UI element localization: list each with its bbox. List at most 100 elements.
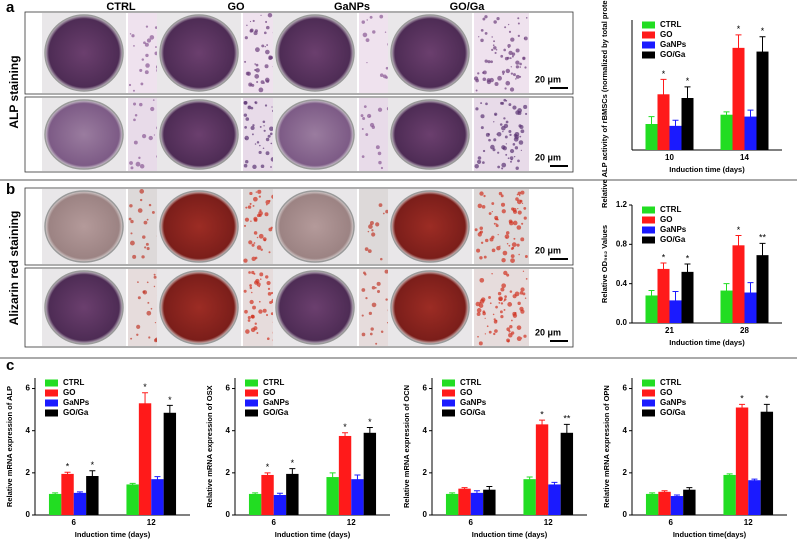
micrograph-texture xyxy=(139,198,143,202)
micrograph-texture xyxy=(497,151,500,154)
micrograph-texture xyxy=(524,297,527,300)
micrograph-texture xyxy=(254,256,258,260)
x-tick-label: 12 xyxy=(744,518,753,527)
micrograph-texture xyxy=(375,222,380,227)
error-bar xyxy=(684,263,691,281)
error-bar xyxy=(649,492,656,496)
micrograph-texture xyxy=(520,149,522,151)
error-bar xyxy=(723,111,730,118)
micrograph-texture xyxy=(146,310,152,316)
legend-label: GaNPs xyxy=(63,398,90,407)
micrograph-texture xyxy=(370,327,374,331)
x-tick-label: 6 xyxy=(469,518,474,527)
micrograph-texture xyxy=(129,161,133,165)
micrograph-texture xyxy=(474,163,479,169)
micrograph-texture xyxy=(265,49,270,55)
micrograph-texture xyxy=(130,166,134,170)
micrograph-texture xyxy=(135,161,141,167)
micrograph-texture xyxy=(260,80,265,84)
culture-dish xyxy=(44,270,124,345)
micrograph-texture xyxy=(511,55,514,58)
x-axis-label: Induction time(days) xyxy=(673,530,747,539)
y-tick-label: 2 xyxy=(226,468,231,477)
micrograph-texture xyxy=(259,125,262,128)
micrograph-texture xyxy=(523,206,527,210)
micrograph-texture xyxy=(515,78,517,80)
micrograph-texture xyxy=(267,287,271,291)
bar xyxy=(86,476,99,515)
micrograph-texture xyxy=(493,40,496,43)
micrograph-texture xyxy=(497,233,499,236)
x-tick-label: 6 xyxy=(272,518,277,527)
micrograph-texture xyxy=(361,288,366,292)
y-tick-label: 2 xyxy=(26,468,31,477)
bar xyxy=(548,484,561,515)
micrograph-texture xyxy=(517,301,521,306)
bar xyxy=(483,489,496,515)
micrograph-texture xyxy=(134,114,138,117)
legend-label: CTRL xyxy=(660,378,681,387)
error-bar xyxy=(759,36,766,67)
micrograph-texture xyxy=(505,231,510,235)
micrograph-texture xyxy=(504,135,508,139)
micrograph-texture xyxy=(367,249,372,254)
micrograph-texture xyxy=(250,220,252,222)
legend-label: GO xyxy=(660,30,672,39)
micrograph-texture xyxy=(249,20,252,23)
error-bar xyxy=(366,427,373,439)
micrograph-texture xyxy=(513,209,517,214)
micrograph-texture xyxy=(489,302,492,305)
micrograph-texture xyxy=(269,132,273,136)
panel-label: a xyxy=(6,0,15,16)
micrograph-texture xyxy=(246,24,248,27)
micrograph-texture xyxy=(269,126,274,132)
culture-dish xyxy=(159,99,239,170)
micrograph-texture xyxy=(137,296,141,300)
micrograph-texture xyxy=(260,248,263,251)
micrograph-texture xyxy=(479,299,485,304)
micrograph-texture xyxy=(480,29,484,32)
micrograph-texture xyxy=(493,46,497,50)
micrograph-texture xyxy=(509,57,512,60)
micrograph-texture xyxy=(146,38,152,43)
micrograph-texture xyxy=(130,337,133,340)
y-tick-label: 4 xyxy=(226,426,231,435)
micrograph-texture xyxy=(139,189,145,194)
bar xyxy=(756,255,769,323)
micrograph-texture xyxy=(380,330,384,334)
error-bar xyxy=(52,492,59,496)
micrograph-texture xyxy=(509,156,514,160)
significance-mark: * xyxy=(740,394,744,404)
micrograph-texture xyxy=(144,70,149,75)
y-tick-label: 4 xyxy=(623,426,628,435)
micrograph-texture xyxy=(365,133,369,136)
micrograph-texture xyxy=(525,112,528,116)
micrograph-texture xyxy=(517,208,519,210)
micrograph-texture xyxy=(142,235,146,239)
error-bar xyxy=(673,494,680,498)
micrograph-texture xyxy=(252,204,255,207)
bar xyxy=(720,114,733,150)
micrograph-texture xyxy=(363,271,366,275)
bar xyxy=(73,492,87,515)
micrograph-texture xyxy=(264,45,266,48)
micrograph-texture xyxy=(498,302,501,304)
micrograph-texture xyxy=(377,107,383,112)
micrograph-texture xyxy=(520,237,525,242)
micrograph-texture xyxy=(128,217,132,221)
error-bar xyxy=(486,486,493,494)
micrograph-texture xyxy=(136,324,141,329)
bar xyxy=(744,116,757,150)
micrograph-texture xyxy=(145,53,149,58)
legend-swatch xyxy=(642,21,655,29)
legend-swatch xyxy=(642,399,655,407)
micrograph-texture xyxy=(146,218,149,221)
micrograph-texture xyxy=(506,273,510,277)
error-bar xyxy=(142,392,149,415)
significance-mark: * xyxy=(761,26,765,36)
bar xyxy=(720,290,733,323)
micrograph-texture xyxy=(368,311,372,315)
micrograph-texture xyxy=(253,196,258,202)
micrograph-texture xyxy=(481,205,486,209)
error-bar xyxy=(726,473,733,477)
